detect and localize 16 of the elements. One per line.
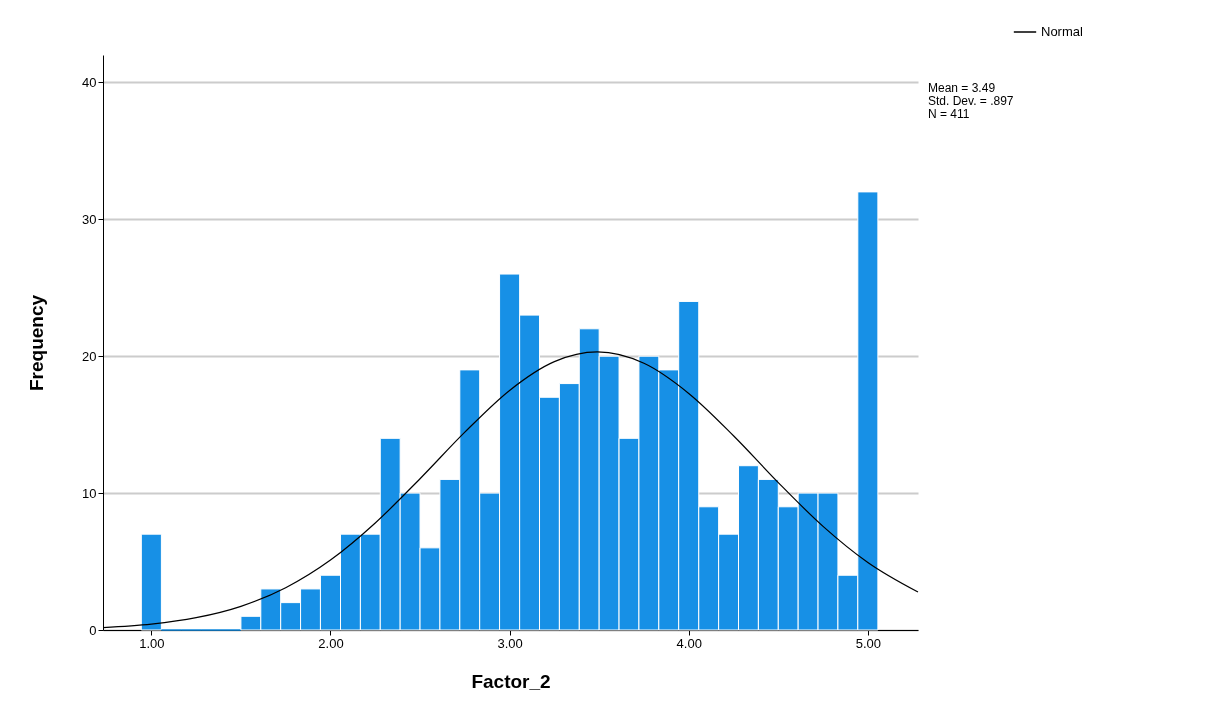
x-tick-label: 1.00 [139,635,165,651]
x-tick-label: 3.00 [497,635,523,651]
y-tick-label: 20 [82,348,97,364]
legend-label: Normal [1041,24,1084,39]
y-tick-label: 10 [82,485,97,501]
x-tick-label: 2.00 [318,635,344,651]
text: Mean = 3.49 [928,81,996,95]
text: N = 411 [928,107,970,121]
y-tick-label: 0 [89,622,97,638]
y-tick-label: 40 [82,74,97,90]
x-tick-label: 5.00 [855,635,881,651]
text: Std. Dev. = .897 [928,94,1014,108]
y-tick-label: 30 [82,211,97,227]
y-axis-title: Frequency [26,294,48,392]
x-tick-label: 4.00 [676,635,702,651]
x-axis-title: Factor_2 [471,670,551,692]
